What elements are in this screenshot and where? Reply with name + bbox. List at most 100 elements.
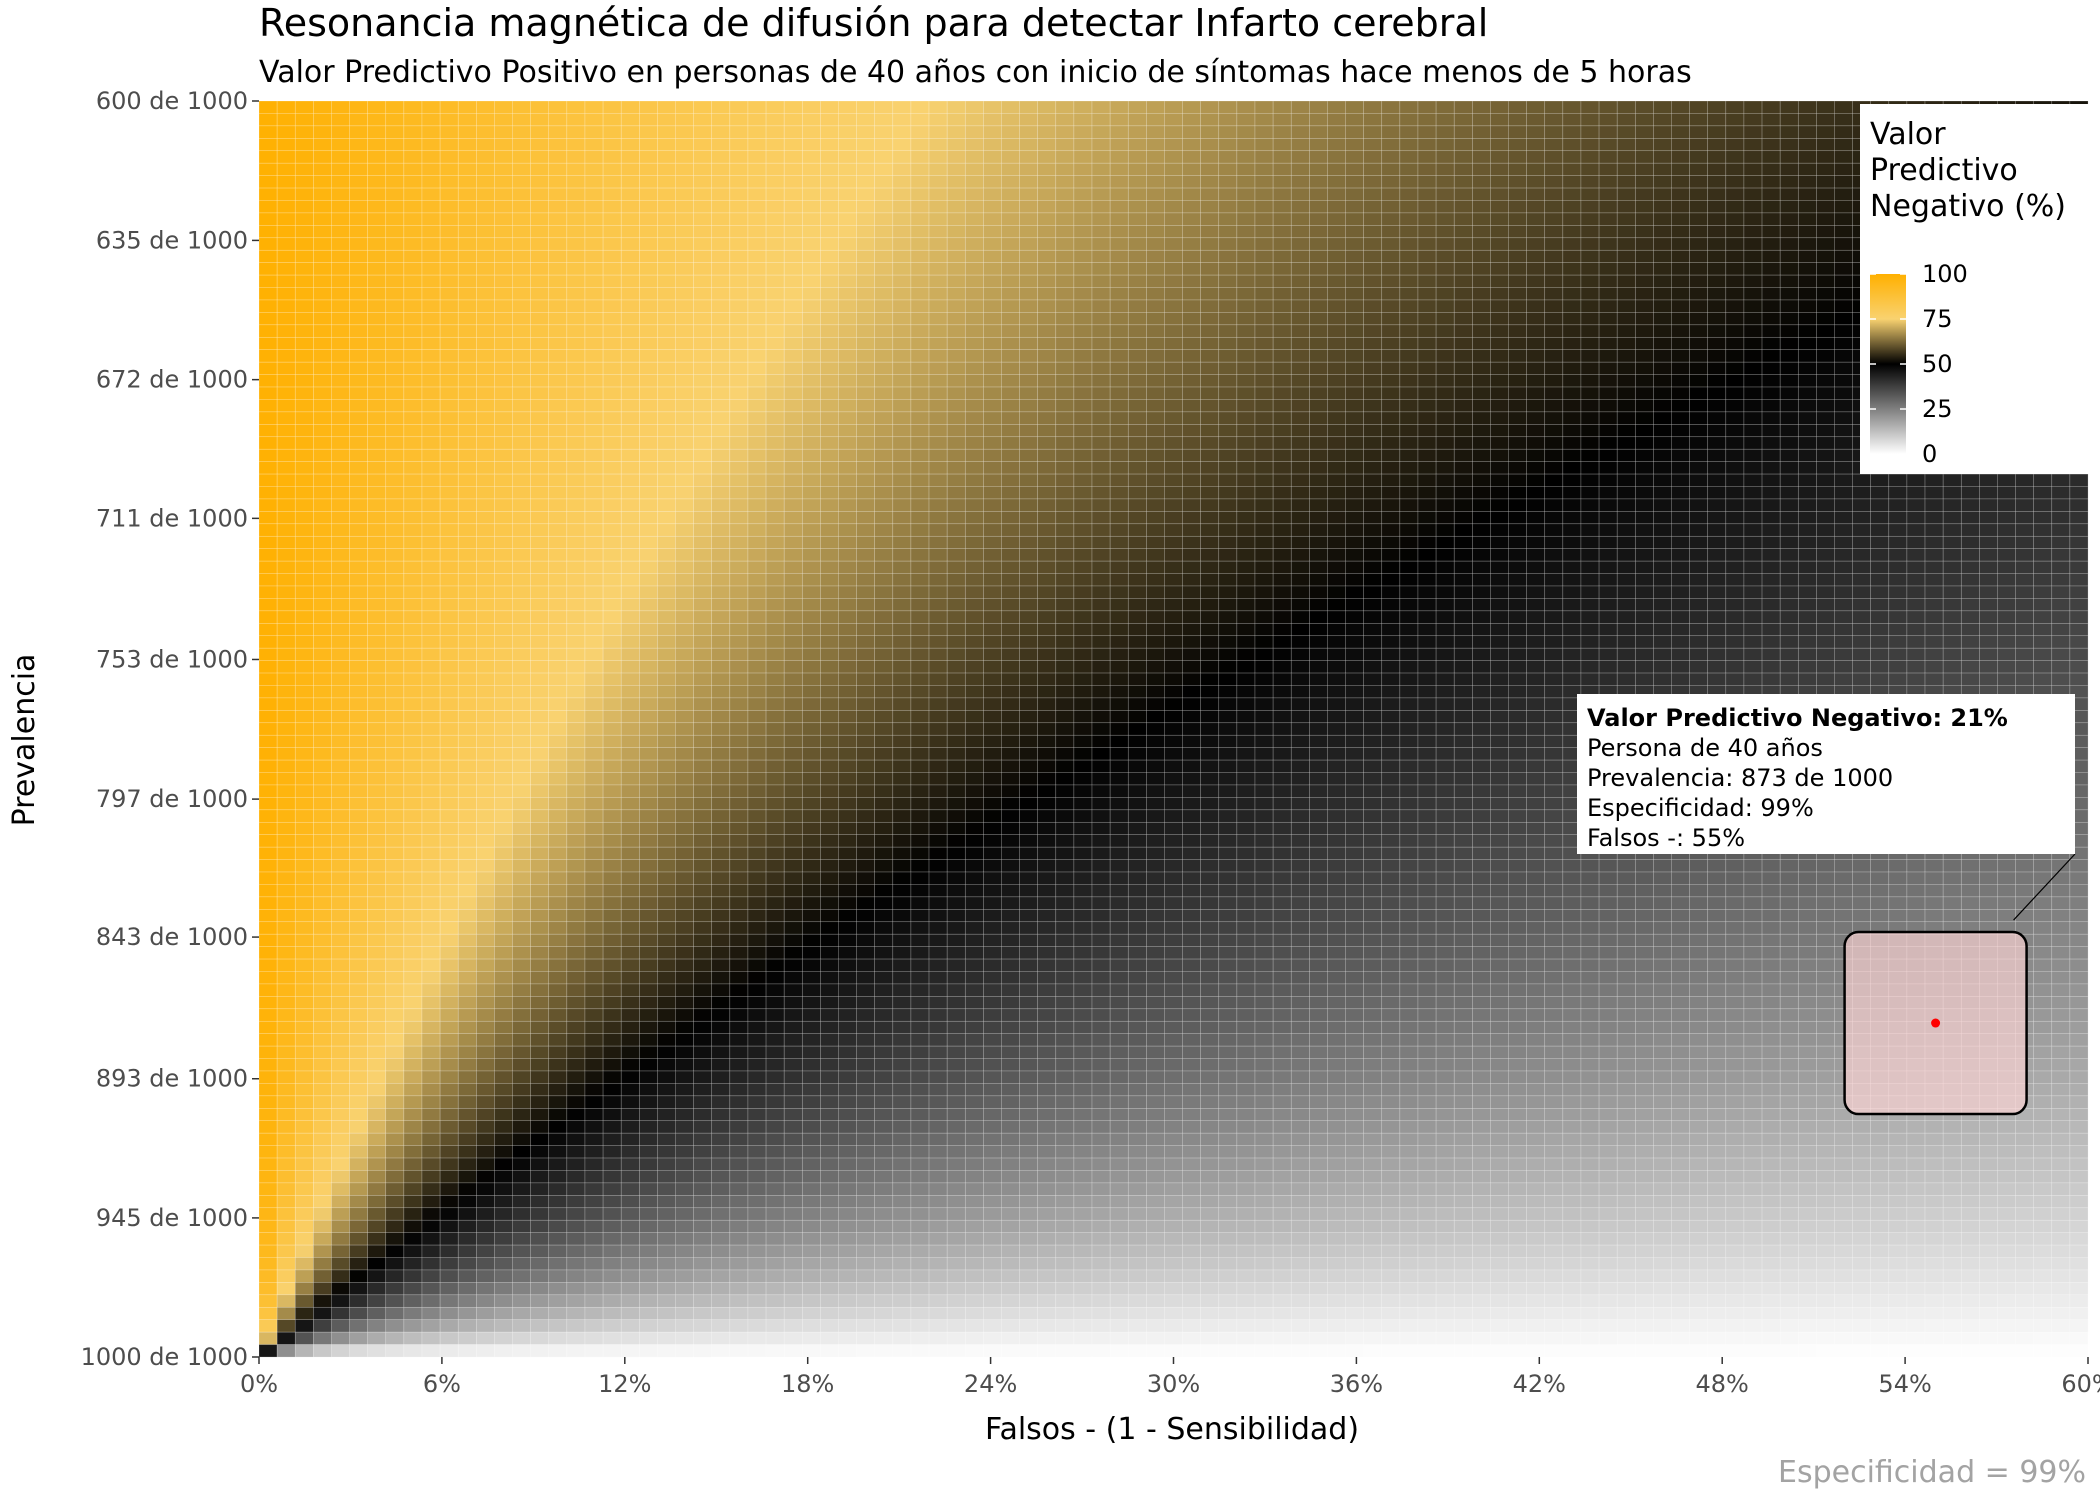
heatmap-cell	[712, 586, 730, 598]
heatmap-cell	[712, 462, 730, 474]
heatmap-cell	[748, 524, 766, 536]
heatmap-cell	[1834, 536, 1852, 548]
heatmap-cell	[585, 213, 603, 225]
heatmap-cell	[639, 536, 657, 548]
heatmap-cell	[1346, 163, 1364, 175]
heatmap-cell	[1038, 225, 1056, 237]
heatmap-cell	[1726, 275, 1744, 287]
heatmap-cell	[838, 673, 856, 685]
heatmap-cell	[730, 586, 748, 598]
heatmap-cell	[1291, 399, 1309, 411]
heatmap-cell	[1201, 399, 1219, 411]
heatmap-cell	[549, 200, 567, 212]
heatmap-cell	[1454, 325, 1472, 337]
heatmap-cell	[1816, 437, 1834, 449]
heatmap-cell	[331, 176, 349, 188]
heatmap-cell	[712, 661, 730, 673]
heatmap-cell	[857, 524, 875, 536]
heatmap-cell	[1979, 586, 1997, 598]
heatmap-cell	[1834, 623, 1852, 635]
heatmap-cell	[965, 300, 983, 312]
heatmap-cell	[875, 225, 893, 237]
heatmap-cell	[621, 325, 639, 337]
heatmap-cell	[1454, 636, 1472, 648]
heatmap-cell	[748, 474, 766, 486]
heatmap-cell	[1726, 312, 1744, 324]
heatmap-cell	[1816, 138, 1834, 150]
heatmap-cell	[1816, 636, 1834, 648]
heatmap-cell	[2052, 586, 2070, 598]
heatmap-cell	[313, 698, 331, 710]
heatmap-cell	[1509, 238, 1527, 250]
heatmap-cell	[458, 412, 476, 424]
heatmap-cell	[513, 673, 531, 685]
heatmap-cell	[1201, 337, 1219, 349]
heatmap-cell	[1545, 325, 1563, 337]
heatmap-cell	[1653, 375, 1671, 387]
heatmap-cell	[802, 424, 820, 436]
heatmap-cell	[1056, 499, 1074, 511]
heatmap-cell	[1255, 375, 1273, 387]
heatmap-cell	[1346, 151, 1364, 163]
heatmap-cell	[567, 661, 585, 673]
heatmap-cell	[2016, 549, 2034, 561]
heatmap-cell	[1291, 113, 1309, 125]
heatmap-cell	[313, 362, 331, 374]
heatmap-cell	[1219, 188, 1237, 200]
heatmap-cell	[603, 474, 621, 486]
heatmap-cell	[712, 275, 730, 287]
heatmap-cell	[422, 673, 440, 685]
heatmap-cell	[1309, 126, 1327, 138]
heatmap-cell	[513, 399, 531, 411]
heatmap-cell	[1744, 399, 1762, 411]
heatmap-cell	[1273, 126, 1291, 138]
heatmap-cell	[1382, 499, 1400, 511]
heatmap-cell	[1472, 574, 1490, 586]
heatmap-cell	[1527, 238, 1545, 250]
heatmap-cell	[911, 524, 929, 536]
heatmap-cell	[875, 375, 893, 387]
heatmap-cell	[1726, 288, 1744, 300]
heatmap-cell	[1327, 375, 1345, 387]
heatmap-cell	[1997, 623, 2015, 635]
heatmap-cell	[694, 462, 712, 474]
heatmap-cell	[676, 623, 694, 635]
heatmap-cell	[2052, 561, 2070, 573]
heatmap-cell	[422, 648, 440, 660]
heatmap-cell	[1599, 524, 1617, 536]
heatmap-cell	[1563, 337, 1581, 349]
heatmap-cell	[911, 462, 929, 474]
heatmap-cell	[1545, 387, 1563, 399]
heatmap-cell	[893, 350, 911, 362]
heatmap-cell	[603, 126, 621, 138]
heatmap-cell	[513, 238, 531, 250]
heatmap-cell	[259, 437, 277, 449]
heatmap-cell	[1074, 399, 1092, 411]
heatmap-cell	[350, 561, 368, 573]
heatmap-cell	[893, 300, 911, 312]
heatmap-cell	[531, 710, 549, 722]
heatmap-cell	[277, 399, 295, 411]
heatmap-cell	[911, 710, 929, 722]
heatmap-cell	[1726, 151, 1744, 163]
heatmap-cell	[911, 238, 929, 250]
heatmap-cell	[1183, 437, 1201, 449]
heatmap-cell	[1563, 126, 1581, 138]
heatmap-cell	[911, 673, 929, 685]
heatmap-cell	[929, 412, 947, 424]
heatmap-cell	[1309, 685, 1327, 697]
heatmap-cell	[1164, 623, 1182, 635]
heatmap-cell	[766, 200, 784, 212]
heatmap-cell	[1599, 623, 1617, 635]
heatmap-cell	[1780, 511, 1798, 523]
heatmap-cell	[1599, 213, 1617, 225]
heatmap-cell	[350, 636, 368, 648]
heatmap-cell	[386, 462, 404, 474]
heatmap-cell	[1020, 449, 1038, 461]
heatmap-cell	[603, 598, 621, 610]
heatmap-cell	[748, 325, 766, 337]
heatmap-cell	[1436, 437, 1454, 449]
heatmap-cell	[1509, 213, 1527, 225]
heatmap-cell	[313, 350, 331, 362]
heatmap-cell	[1563, 138, 1581, 150]
